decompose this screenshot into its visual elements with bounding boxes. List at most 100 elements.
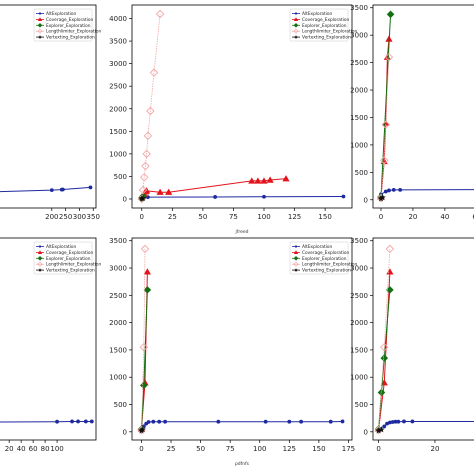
- series-line: [378, 289, 391, 430]
- legend-label: Lengthlimiter_Exploration: [302, 29, 358, 35]
- y-tick-label: 0: [364, 196, 368, 204]
- plot-area: [374, 244, 474, 435]
- y-tick-label: 3500: [350, 4, 368, 12]
- legend-marker: [38, 268, 42, 272]
- y-tick-label: 1500: [350, 114, 368, 122]
- chart-panel-6: 0 20 0 500 1000 1500 2000 2500 3000 3500: [350, 237, 474, 453]
- y-tick-label: 500: [355, 169, 368, 177]
- data-point: [387, 420, 392, 425]
- series-altexploration: [139, 194, 346, 200]
- data-point: [83, 419, 88, 424]
- legend-box: [33, 241, 93, 275]
- legend-entry: Coverage_Exploration: [36, 17, 93, 23]
- legend-label: AltExploration: [302, 244, 333, 250]
- data-point: [328, 419, 333, 424]
- data-point: [88, 185, 93, 190]
- legend: AltExplorationCoverage_ExplorationExplor…: [289, 241, 358, 275]
- legend-entry: Lengthlimiter_Exploration: [292, 28, 358, 35]
- data-point: [139, 194, 147, 202]
- x-tick-label: 0: [140, 213, 144, 221]
- data-point: [248, 177, 256, 184]
- legend-box: [289, 8, 349, 42]
- y-tick-label: 1500: [109, 346, 127, 354]
- data-point: [213, 195, 218, 199]
- plot-area: [376, 10, 474, 203]
- legend-entry: Vertexting_Exploration: [292, 35, 351, 41]
- legend-marker: [37, 17, 43, 22]
- legend-marker: [37, 250, 43, 255]
- data-point: [391, 187, 396, 192]
- y-tick-label: 0: [123, 428, 127, 436]
- data-point: [157, 419, 162, 424]
- chart-panel-5: 0 25 50 75 100 125 150 175 0 500 1000 1500 2000 2500 3…: [109, 237, 357, 467]
- legend-label: Lengthlimiter_Exploration: [46, 262, 102, 268]
- data-point: [299, 419, 304, 424]
- x-tick-label: 20: [408, 213, 417, 221]
- y-tick-label: 2500: [109, 83, 127, 91]
- y-tick-label: 3500: [109, 38, 127, 46]
- data-point: [146, 106, 155, 116]
- data-point: [140, 381, 148, 390]
- data-point: [143, 286, 152, 294]
- legend-label: AltExploration: [302, 11, 333, 17]
- legend-entry: Lengthlimiter_Exploration: [292, 261, 358, 268]
- y-tick-label: 1000: [109, 374, 127, 382]
- data-point: [55, 419, 59, 424]
- data-point: [410, 419, 415, 424]
- data-point: [263, 419, 268, 424]
- y-tick-label: 2500: [109, 292, 127, 300]
- y-tick-label: 3000: [350, 32, 368, 40]
- plot-frame: [0, 237, 97, 441]
- x-tick-label: 0: [139, 445, 143, 453]
- legend-entry: AltExploration: [36, 244, 77, 250]
- x-tick-label: 60: [472, 213, 474, 221]
- y-tick-label: 2500: [350, 292, 368, 300]
- data-point: [380, 342, 389, 352]
- legend-label: Explorer_Exploration: [46, 256, 91, 262]
- legend-entry: Lengthlimiter_Exploration: [36, 261, 102, 268]
- data-point: [396, 419, 401, 424]
- x-tick-label: 0: [379, 213, 383, 221]
- legend-label: Vertexting_Exploration: [46, 268, 95, 274]
- legend-marker: [293, 28, 299, 34]
- legend-entry: Explorer_Exploration: [36, 23, 91, 29]
- data-point: [139, 342, 149, 352]
- data-point: [377, 195, 385, 202]
- series-altexploration: [0, 185, 93, 193]
- x-tick-label: 50: [196, 445, 205, 453]
- data-point: [340, 419, 345, 424]
- legend-label: Coverage_Exploration: [302, 17, 349, 23]
- legend-marker: [293, 261, 299, 267]
- data-point: [386, 286, 394, 294]
- data-point: [375, 427, 382, 434]
- legend-label: Vertexting_Exploration: [302, 268, 351, 274]
- data-point: [143, 268, 151, 275]
- y-tick-label: 2000: [350, 319, 368, 327]
- legend-marker: [38, 35, 42, 39]
- x-tick-label: 125: [283, 445, 296, 453]
- series-line: [380, 57, 390, 199]
- y-tick-label: 1000: [350, 141, 368, 149]
- legend: AltExplorationCoverage_ExplorationExplor…: [289, 8, 358, 42]
- chart-panel-2: 0 25 50 75 100 125 150050010001500200025003000…: [109, 4, 358, 235]
- x-tick-label: 0: [376, 445, 380, 453]
- series-line: [380, 14, 392, 198]
- data-point: [156, 188, 164, 195]
- plot-frame: [131, 237, 353, 441]
- series-line: [140, 289, 148, 430]
- data-point: [384, 52, 394, 62]
- plot-frame: [372, 237, 474, 441]
- legend-label: Explorer_Exploration: [302, 23, 347, 29]
- data-point: [378, 426, 385, 433]
- x-tick-label: 80: [41, 445, 50, 453]
- legend-box: [289, 241, 349, 275]
- y-tick-label: 3000: [109, 60, 127, 68]
- data-point: [60, 187, 65, 192]
- x-tick-label: 20: [430, 445, 439, 453]
- plot-area: [0, 185, 93, 193]
- plot-frame: [131, 4, 353, 209]
- legend: AltExplorationCoverage_ExplorationExplor…: [33, 8, 102, 42]
- x-tick-label: 150: [318, 213, 331, 221]
- series-line: [141, 13, 161, 200]
- y-tick-label: 1500: [350, 346, 368, 354]
